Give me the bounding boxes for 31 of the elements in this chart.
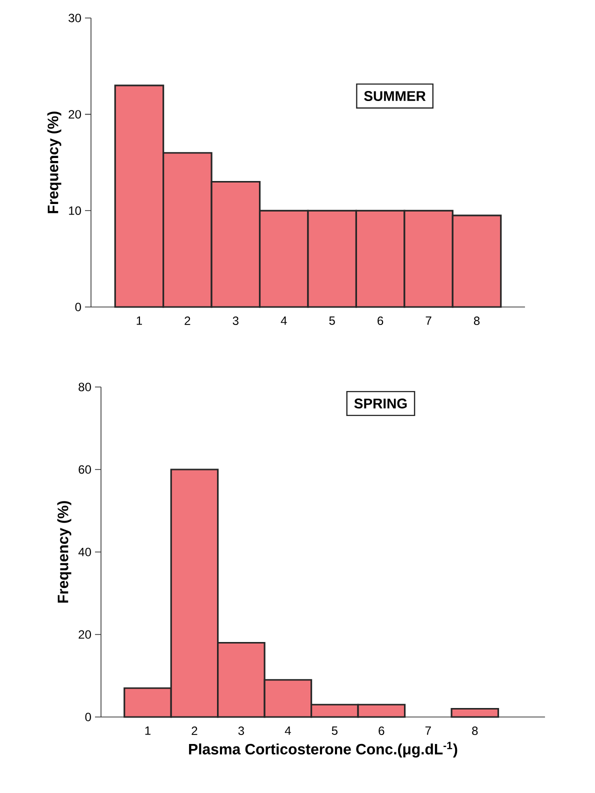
annotation: SPRING	[354, 398, 407, 408]
y-tick-label: 40	[78, 548, 92, 556]
x-tick-label: 8	[474, 316, 480, 326]
x-tick-label: 5	[329, 316, 335, 325]
y-tick-label: 0	[75, 302, 82, 312]
x-tick-label: 5	[332, 726, 338, 735]
x-tick-label: 3	[238, 726, 244, 736]
x-tick-label: 7	[425, 726, 431, 735]
x-tick-label: 3	[232, 316, 238, 326]
x-tick-label: 7	[426, 316, 432, 325]
x-tick-label: 2	[192, 726, 198, 735]
y-tick-label: 20	[68, 110, 82, 119]
y-tick-label: 80	[78, 382, 92, 392]
annotation: SUMMER	[364, 91, 426, 101]
x-tick-label: 1	[145, 726, 150, 735]
x-tick-label: 4	[284, 726, 291, 735]
x-tick-label: 8	[472, 726, 478, 736]
x-tick-label: 6	[378, 726, 384, 736]
x-tick-label: 4	[280, 316, 287, 325]
y-tick-label: 0	[85, 712, 92, 722]
bar	[450, 708, 500, 718]
x-tick-label: 6	[378, 316, 384, 326]
x-axis-title: Plasma Corticosterone Conc.(μg.dL$^{-1}$)	[189, 742, 458, 758]
y-axis-title: Frequency (%)	[47, 112, 62, 214]
y-tick-label: 10	[69, 206, 82, 215]
y-tick-label: 20	[78, 630, 92, 639]
y-axis-title: Frequency (%)	[57, 501, 72, 603]
y-tick-label: 30	[68, 14, 82, 22]
x-tick-label: 1	[136, 316, 142, 325]
y-tick-label: 60	[78, 465, 92, 474]
x-tick-label: 2	[184, 316, 190, 325]
